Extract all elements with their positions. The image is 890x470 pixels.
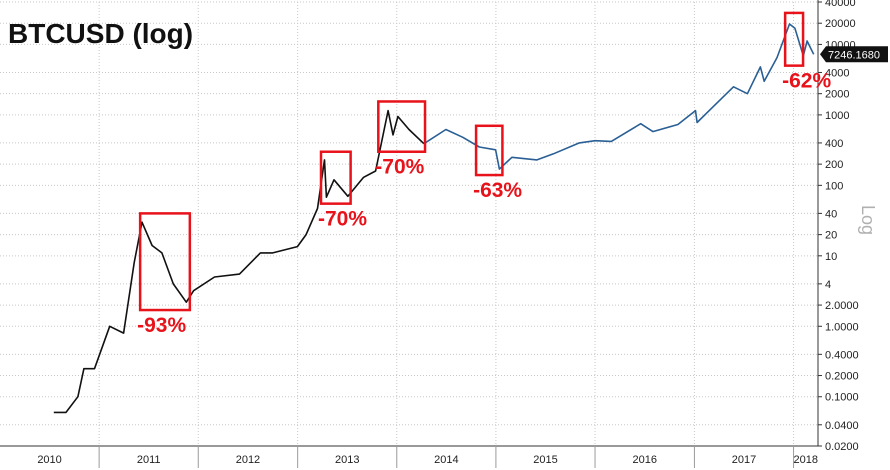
x-tick-label: 2012 <box>236 454 260 466</box>
y-tick-label: 400 <box>825 138 843 150</box>
drawdown-label: -63% <box>473 179 522 202</box>
axes <box>0 0 819 447</box>
x-tick-label: 2014 <box>434 454 458 466</box>
y-tick-label: 2.0000 <box>825 300 859 312</box>
drawdown-box <box>783 11 805 67</box>
drawdown-box <box>377 100 427 153</box>
last-price-tag <box>820 46 888 63</box>
y-tick-label: 40000 <box>825 0 856 9</box>
x-tick-label: 2013 <box>335 454 359 466</box>
gridlines <box>0 1 818 447</box>
y-tick-label: 1000 <box>825 110 849 122</box>
x-tick-label: 2016 <box>632 454 656 466</box>
y-tick-label: 2000 <box>825 89 849 101</box>
price-line <box>423 23 815 170</box>
drawdown-box <box>474 124 504 177</box>
drawdown-boxes: -93% -70% -70% -63% -62% <box>137 11 831 337</box>
scale-label: Log <box>858 205 878 235</box>
x-axis-ticks: 2010 2011 2012 2013 2014 2015 2016 2017 2018 <box>37 446 818 468</box>
y-tick-label: 0.4000 <box>825 349 859 361</box>
y-tick-label: 1.0000 <box>825 321 859 333</box>
y-tick-label: 0.1000 <box>825 392 859 404</box>
drawdown-box <box>319 150 352 205</box>
y-tick-label: 200 <box>825 159 843 171</box>
last-price-marker: 7246.1680 <box>820 46 888 63</box>
drawdown-label: -93% <box>137 314 186 337</box>
y-tick-label: 0.0400 <box>825 420 859 432</box>
y-tick-label: 40 <box>825 208 837 220</box>
x-tick-label: 2018 <box>794 454 818 466</box>
y-tick-label: 4 <box>825 279 831 291</box>
x-tick-label: 2011 <box>137 454 161 466</box>
drawdown-label: -62% <box>782 70 831 93</box>
chart-title: BTCUSD (log) <box>8 18 193 49</box>
y-tick-label: 0.0200 <box>825 441 859 453</box>
drawdown-box <box>138 212 192 312</box>
x-tick-label: 2017 <box>732 454 756 466</box>
x-tick-label: 2015 <box>533 454 557 466</box>
y-tick-label: 100 <box>825 180 843 192</box>
last-price-label: 7246.1680 <box>828 49 880 61</box>
y-tick-label: 20 <box>825 230 837 242</box>
drawdown-label: -70% <box>318 208 367 231</box>
x-tick-label: 2010 <box>37 454 61 466</box>
y-tick-label: 10 <box>825 251 837 263</box>
y-tick-label: 4000 <box>825 67 849 79</box>
y-tick-label: 0.2000 <box>825 371 859 383</box>
price-line <box>53 109 425 414</box>
price-series <box>53 23 815 414</box>
y-tick-label: 20000 <box>825 18 856 30</box>
drawdown-label: -70% <box>375 156 424 179</box>
